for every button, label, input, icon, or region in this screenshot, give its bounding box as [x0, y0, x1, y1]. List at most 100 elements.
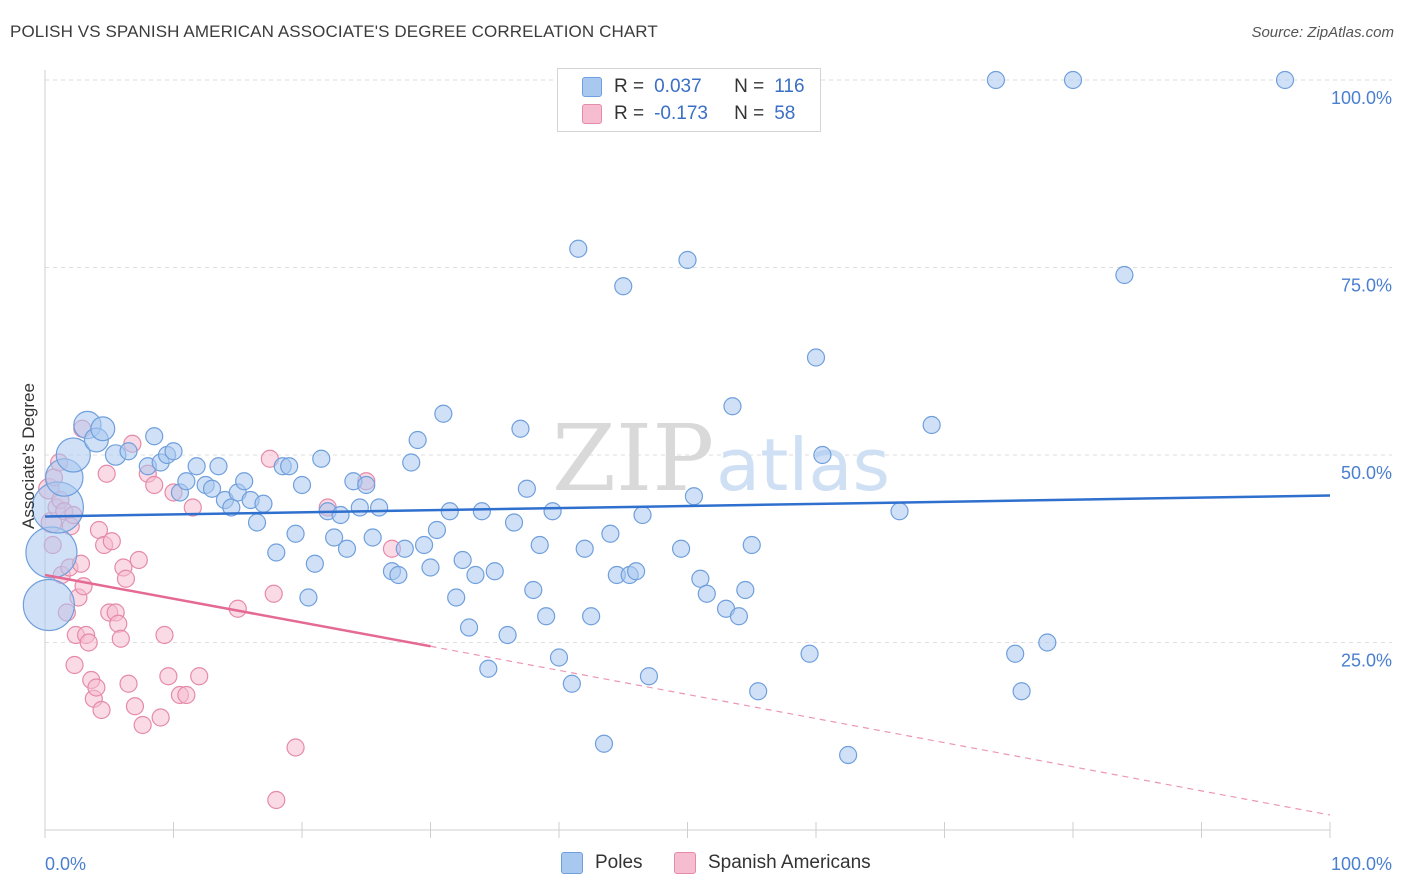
- poles-point: [601, 524, 620, 543]
- poles-point: [209, 457, 228, 476]
- poles-point: [408, 430, 427, 450]
- poles-point: [414, 535, 434, 555]
- spanish-trend-line: [44, 573, 431, 648]
- poles-point: [331, 505, 350, 525]
- poles-point: [530, 535, 549, 555]
- spanish-americans-point: [155, 625, 174, 645]
- x-ticks: [44, 822, 1331, 838]
- chart-title: POLISH VS SPANISH AMERICAN ASSOCIATE'S D…: [10, 22, 658, 41]
- poles-point: [254, 494, 273, 513]
- poles-point: [839, 745, 858, 765]
- poles-point: [736, 580, 755, 600]
- legend-row-spanish: R = -0.173 N = 58: [582, 101, 795, 127]
- poles-point: [890, 502, 909, 521]
- poles-point: [350, 498, 369, 517]
- poles-point: [678, 250, 697, 270]
- poles-point: [742, 535, 761, 555]
- poles-point: [1115, 265, 1134, 285]
- correlation-legend: R = 0.037 N = 116 R = -0.173 N = 58: [557, 68, 821, 132]
- poles-point: [498, 625, 517, 645]
- poles-point: [524, 580, 543, 600]
- poles-trend-line: [44, 494, 1331, 518]
- poles-point: [575, 539, 594, 558]
- poles-point: [562, 674, 581, 693]
- spanish-americans-point: [286, 738, 305, 757]
- chart-source: Source: ZipAtlas.com: [1251, 24, 1394, 41]
- spanish-americans-point: [111, 629, 130, 648]
- poles-point: [177, 472, 196, 491]
- poles-point: [517, 479, 536, 498]
- spanish-americans-point: [109, 614, 128, 633]
- poles-point: [549, 648, 569, 667]
- spanish-americans-point: [125, 697, 145, 716]
- spanish-americans-point: [97, 464, 116, 483]
- legend-n-label: N =: [734, 103, 765, 124]
- spanish-americans-point: [190, 667, 209, 686]
- spanish-swatch: [674, 852, 696, 874]
- poles-point: [267, 543, 286, 562]
- spanish-americans-point: [92, 700, 111, 720]
- poles-point: [55, 437, 91, 473]
- poles-point: [1006, 644, 1025, 663]
- trend-lines: [44, 494, 1331, 816]
- poles-point: [800, 644, 819, 663]
- y-tick-label: 50.0%: [1341, 463, 1392, 483]
- legend-n-value: 58: [774, 103, 796, 124]
- poles-point: [434, 404, 453, 423]
- poles-point: [25, 526, 78, 579]
- poles-point: [235, 472, 254, 491]
- poles-point: [222, 498, 241, 517]
- spanish-americans-point: [151, 708, 170, 727]
- poles-point: [1275, 70, 1295, 90]
- poles-point: [749, 682, 768, 701]
- x-tick-label-min: 0.0%: [45, 854, 86, 874]
- poles-point: [1063, 70, 1083, 90]
- poles-swatch: [561, 852, 583, 874]
- legend-item-spanish-americans[interactable]: Spanish Americans: [674, 852, 871, 874]
- watermark-atlas: atlas: [716, 423, 890, 507]
- poles-point: [633, 505, 652, 525]
- poles-point: [806, 348, 826, 367]
- poles-point: [511, 419, 530, 438]
- legend-r-value: 0.037: [654, 76, 702, 97]
- poles-point: [280, 457, 299, 476]
- spanish-americans-point: [177, 685, 196, 705]
- spanish-americans-point: [79, 633, 98, 652]
- poles-point: [691, 569, 710, 588]
- spanish-americans-point: [116, 569, 136, 588]
- poles-point: [466, 565, 485, 585]
- poles-point: [729, 607, 749, 626]
- poles-point: [421, 558, 440, 577]
- spanish-americans-point: [119, 674, 138, 693]
- poles-point: [626, 562, 646, 581]
- legend-n-label: N =: [734, 76, 765, 97]
- poles-point: [813, 445, 832, 465]
- poles-point: [543, 502, 562, 521]
- spanish-americans-point: [129, 550, 148, 570]
- poles-point: [363, 528, 382, 547]
- legend-r-label: R =: [614, 76, 645, 97]
- poles-point: [684, 487, 704, 506]
- poles-point: [922, 415, 941, 435]
- x-tick-label-max: 100.0%: [1331, 854, 1392, 874]
- poles-point: [402, 453, 421, 472]
- poles-point: [357, 475, 376, 495]
- spanish-americans-point: [159, 667, 178, 686]
- poles-swatch: [582, 77, 602, 97]
- poles-point: [504, 513, 524, 532]
- legend-n-value: 116: [774, 76, 805, 97]
- poles-point: [671, 539, 691, 558]
- poles-point: [370, 498, 389, 517]
- y-tick-label: 25.0%: [1341, 651, 1392, 671]
- spanish-swatch: [582, 104, 602, 124]
- poles-point: [485, 562, 504, 581]
- spanish-americans-point: [87, 678, 106, 697]
- spanish-americans-point: [145, 475, 164, 495]
- legend-item-poles[interactable]: Poles: [561, 852, 643, 874]
- gridlines: [45, 79, 1392, 643]
- poles-point: [639, 667, 659, 686]
- poles-point: [697, 584, 716, 603]
- poles-point: [22, 578, 75, 632]
- watermark: ZIP atlas: [552, 405, 890, 512]
